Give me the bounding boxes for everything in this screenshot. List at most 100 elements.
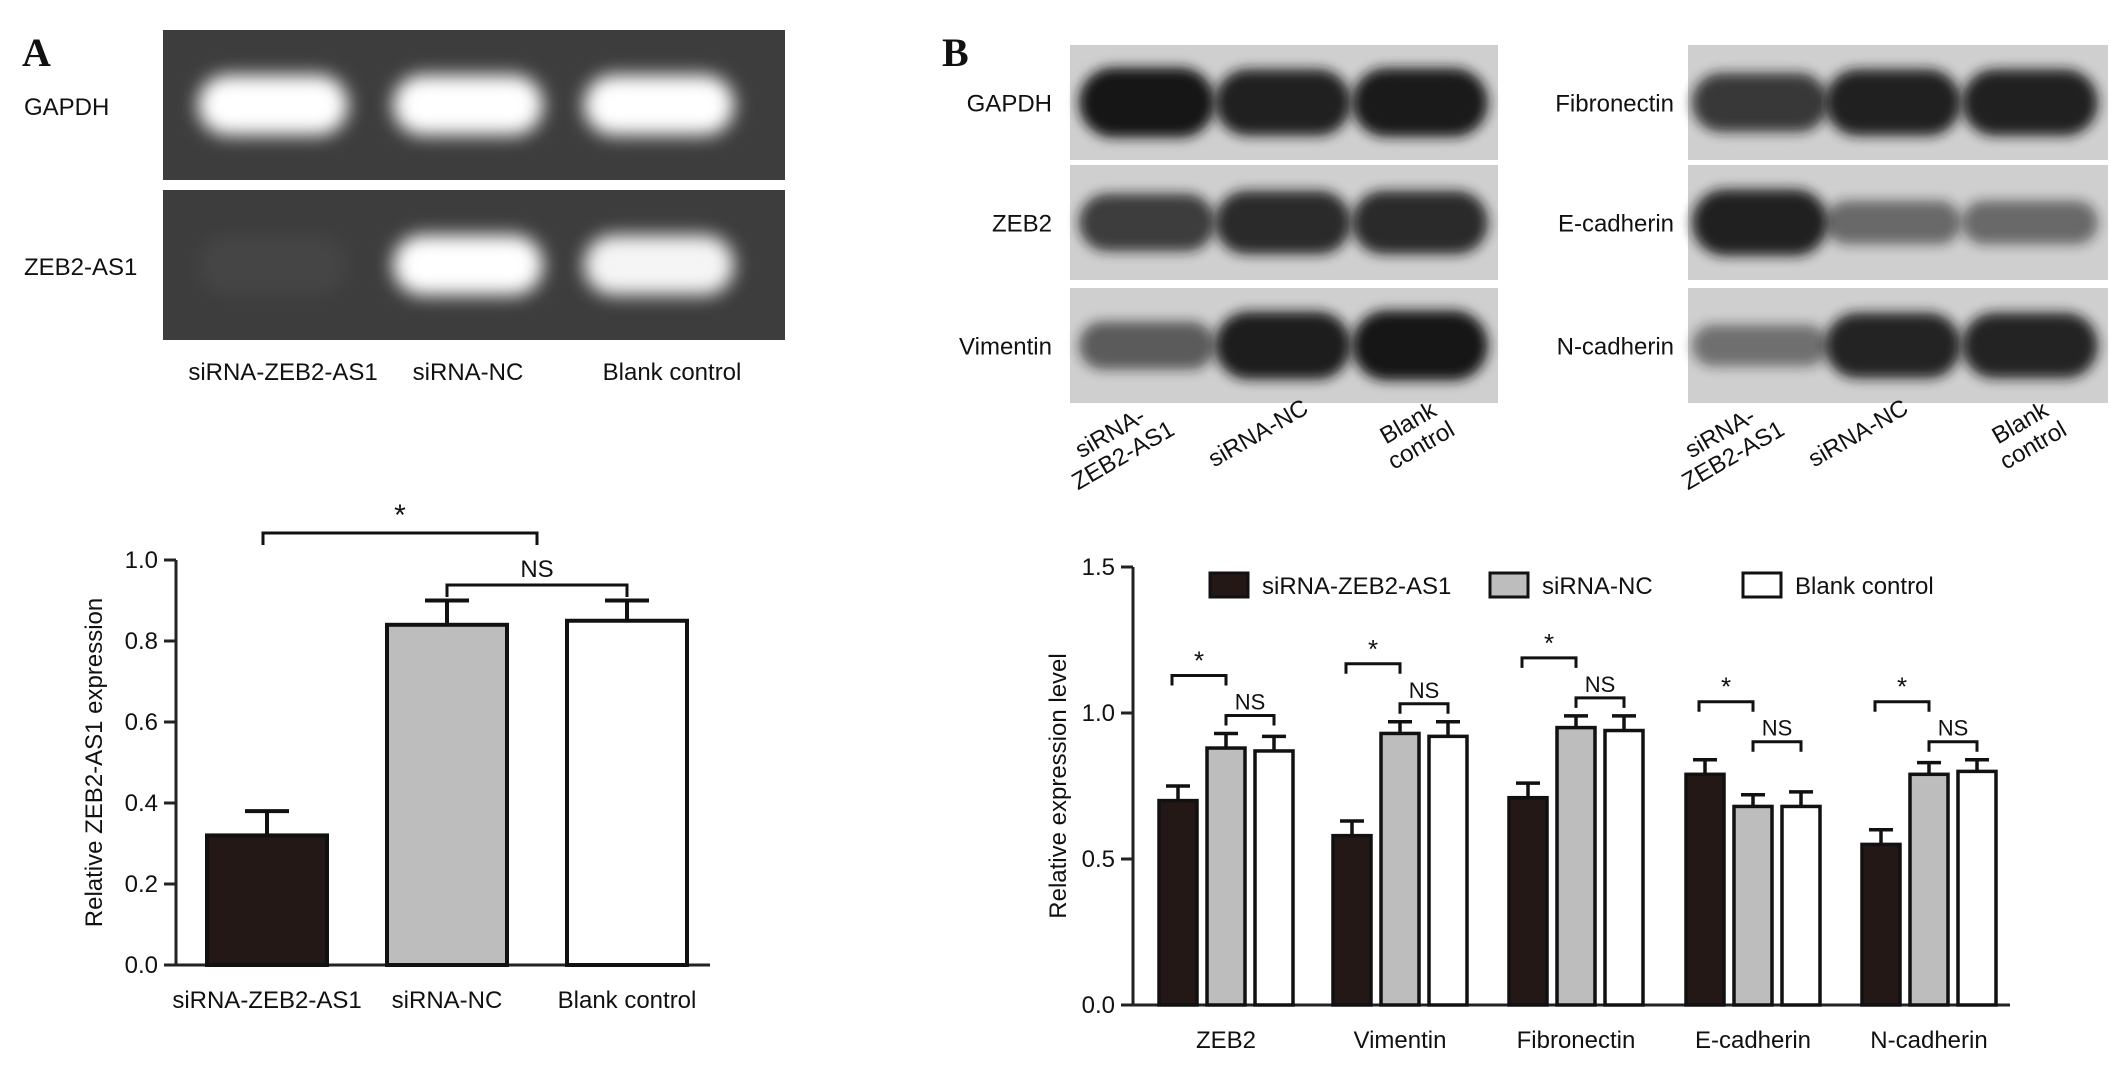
chart-b-y-tick-label: 1.5 [1082, 554, 1115, 581]
chart-a-y-tick-label: 0.4 [125, 790, 158, 817]
chart-b-significance-label: NS [1762, 716, 1793, 741]
gel-lane-label-sirna-zeb2-as1: siRNA-ZEB2-AS1 [188, 359, 377, 386]
chart-b-x-tick-label-n-cadherin: N-cadherin [1870, 1027, 1987, 1054]
blot-band [1352, 68, 1488, 137]
gel-band [584, 235, 734, 295]
gel-row-label-zeb2-as1: ZEB2-AS1 [24, 254, 137, 281]
blot-row-label-n-cadherin: N-cadherin [1557, 334, 1674, 361]
chart-b-significance-label: * [1194, 645, 1204, 675]
chart-b-significance-bracket [1398, 702, 1450, 714]
chart-b-significance-label: NS [1938, 716, 1969, 741]
blot-band [1079, 193, 1215, 252]
western-blot-left: GAPDH ZEB2 Vimentin siRNA-ZEB2-AS1 siRNA-NC B… [959, 45, 1498, 496]
chart-b-bar-n-cadherin-blank-control [1956, 769, 1998, 1007]
chart-a-significance-label: * [394, 499, 406, 532]
chart-a-y-tick-label: 0.8 [125, 628, 158, 655]
blot-band [1692, 189, 1828, 256]
blot-lane-label-sirna-nc: siRNA-NC [1204, 394, 1313, 473]
blot-lane-label-sirna-nc: siRNA-NC [1804, 394, 1913, 473]
gel-image-panel-a: GAPDH ZEB2-AS1 siRNA-ZEB2-AS1 siRNA-NC Blank… [24, 30, 785, 386]
blot-row-label-e-cadherin: E-cadherin [1558, 211, 1674, 238]
chart-b-significance-bracket [1873, 700, 1931, 712]
blot-row-label-fibronectin: Fibronectin [1555, 91, 1674, 118]
blot-lane-label-sirna-zeb2-as1: siRNA-ZEB2-AS1 [1054, 393, 1179, 496]
chart-a-significance-label: NS [520, 556, 553, 583]
chart-a-y-tick-label: 1.0 [125, 547, 158, 574]
gel-band [198, 235, 348, 295]
chart-a-y-tick-label: 0.6 [125, 709, 158, 736]
chart-b-bar-n-cadherin-sirna-nc [1908, 772, 1950, 1007]
blot-lane-label-blank-control: Blankcontrol [1982, 393, 2071, 475]
blot-lane-label-line: siRNA-NC [1204, 394, 1313, 473]
chart-b-significance-bracket [1520, 656, 1578, 668]
chart-b-bar-fibronectin-sirna-zeb2-as1 [1507, 795, 1549, 1007]
chart-b-legend-swatch-sirna-nc [1488, 571, 1530, 599]
blot-band [1692, 73, 1828, 132]
blot-band [1825, 312, 1961, 379]
chart-a-y-axis-label: Relative ZEB2-AS1 expression [81, 598, 108, 927]
chart-b-bar-zeb2-blank-control [1253, 749, 1295, 1007]
gel-lane-label-sirna-nc: siRNA-NC [413, 359, 524, 386]
chart-b-significance-bracket [1344, 662, 1402, 674]
chart-a-bar-blank-control [565, 618, 689, 967]
chart-b-y-tick-label: 0.0 [1082, 992, 1115, 1019]
chart-a-y-tick-label: 0.0 [125, 952, 158, 979]
gel-band [393, 235, 543, 295]
chart-b-bar-fibronectin-sirna-nc [1555, 725, 1597, 1007]
chart-b-legend-label-sirna-zeb2-as1: siRNA-ZEB2-AS1 [1262, 573, 1451, 600]
chart-a-significance-bracket [445, 583, 629, 597]
chart-b-legend-label-sirna-nc: siRNA-NC [1542, 573, 1653, 600]
chart-b-significance-label: * [1721, 672, 1731, 702]
chart-b-legend-swatch-sirna-zeb2-as1 [1208, 571, 1250, 599]
blot-row-label-vimentin: Vimentin [959, 334, 1052, 361]
western-blot-right: Fibronectin E-cadherin N-cadherin siRNA-ZEB… [1555, 45, 2108, 496]
blot-lane-label-sirna-zeb2-as1: siRNA-ZEB2-AS1 [1664, 393, 1789, 496]
blot-band [1079, 321, 1215, 370]
bar-chart-panel-b: 0.0 0.5 1.0 1.5 Relative expression level * NS… [1045, 554, 2010, 1054]
chart-b-significance-label: * [1544, 628, 1554, 658]
chart-b-bar-zeb2-sirna-zeb2-as1 [1157, 798, 1199, 1007]
chart-b-y-tick-label: 0.5 [1082, 846, 1115, 873]
chart-b-significance-bracket [1751, 740, 1803, 752]
blot-lane-label-line: siRNA-NC [1804, 394, 1913, 473]
chart-b-significance-label: NS [1235, 689, 1266, 714]
chart-b-legend-swatch-blank-control [1741, 571, 1783, 599]
chart-b-significance-label: * [1368, 634, 1378, 664]
chart-a-x-tick-label-sirna-nc: siRNA-NC [392, 987, 503, 1014]
chart-a-x-tick-label-blank-control: Blank control [558, 987, 697, 1014]
chart-b-significance-label: NS [1409, 678, 1440, 703]
chart-b-significance-bracket [1697, 700, 1755, 712]
blot-band [1352, 310, 1488, 381]
bar-chart-panel-a: 0.0 0.2 0.4 0.6 0.8 1.0 Relative ZEB2-AS1 expr… [81, 499, 710, 1014]
chart-b-significance-label: NS [1585, 672, 1616, 697]
chart-b-bar-vimentin-sirna-nc [1379, 731, 1421, 1007]
blot-band [1352, 190, 1488, 255]
blot-band [1079, 67, 1215, 138]
chart-b-x-tick-label-vimentin: Vimentin [1354, 1027, 1447, 1054]
chart-b-bar-fibronectin-blank-control [1603, 728, 1645, 1007]
blot-band [1215, 69, 1351, 136]
gel-band [584, 75, 734, 135]
blot-band [1215, 190, 1351, 255]
chart-b-significance-bracket [1574, 696, 1626, 708]
chart-b-x-tick-label-e-cadherin: E-cadherin [1695, 1027, 1811, 1054]
chart-b-significance-bracket [1170, 673, 1228, 686]
chart-b-y-axis-label: Relative expression level [1045, 653, 1072, 918]
chart-b-bar-n-cadherin-sirna-zeb2-as1 [1860, 842, 1902, 1007]
blot-band [1962, 200, 2098, 245]
blot-row-label-gapdh: GAPDH [967, 91, 1052, 118]
panel-a-letter: A [22, 30, 51, 75]
chart-a-bar-sirna-zeb2-as1 [205, 833, 329, 968]
blot-band [1692, 324, 1828, 367]
chart-a-significance-bracket [261, 531, 539, 545]
chart-b-significance-bracket [1224, 713, 1276, 726]
chart-b-x-tick-label-zeb2: ZEB2 [1196, 1027, 1256, 1054]
chart-b-significance-bracket [1927, 740, 1979, 752]
blot-band [1825, 200, 1961, 245]
chart-b-bar-e-cadherin-blank-control [1780, 804, 1822, 1007]
chart-a-bar-sirna-nc [385, 622, 509, 967]
chart-b-bar-vimentin-sirna-zeb2-as1 [1331, 833, 1373, 1007]
chart-b-bar-vimentin-blank-control [1427, 734, 1469, 1007]
chart-b-x-tick-label-fibronectin: Fibronectin [1517, 1027, 1636, 1054]
